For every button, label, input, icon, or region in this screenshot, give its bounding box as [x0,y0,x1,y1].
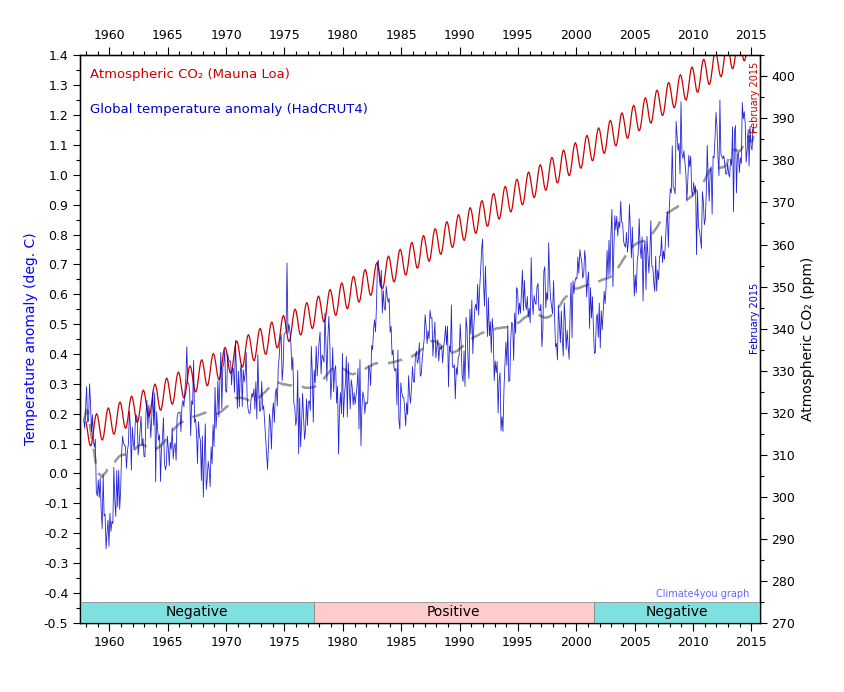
Text: February 2015: February 2015 [750,282,760,354]
Bar [314,602,594,623]
Text: Negative: Negative [165,606,228,619]
Bar [80,602,314,623]
Text: Global temperature anomaly (HadCRUT4): Global temperature anomaly (HadCRUT4) [89,102,367,116]
Text: Climate4you graph: Climate4you graph [656,590,749,599]
Bar [594,602,760,623]
Text: Positive: Positive [427,606,480,619]
Y-axis label: Atmospheric CO₂ (ppm): Atmospheric CO₂ (ppm) [801,257,814,421]
Text: Negative: Negative [646,606,708,619]
Text: February 2015: February 2015 [750,62,760,133]
Text: Atmospheric CO₂ (Mauna Loa): Atmospheric CO₂ (Mauna Loa) [89,69,289,81]
Y-axis label: Temperature anomaly (deg. C): Temperature anomaly (deg. C) [24,233,38,446]
